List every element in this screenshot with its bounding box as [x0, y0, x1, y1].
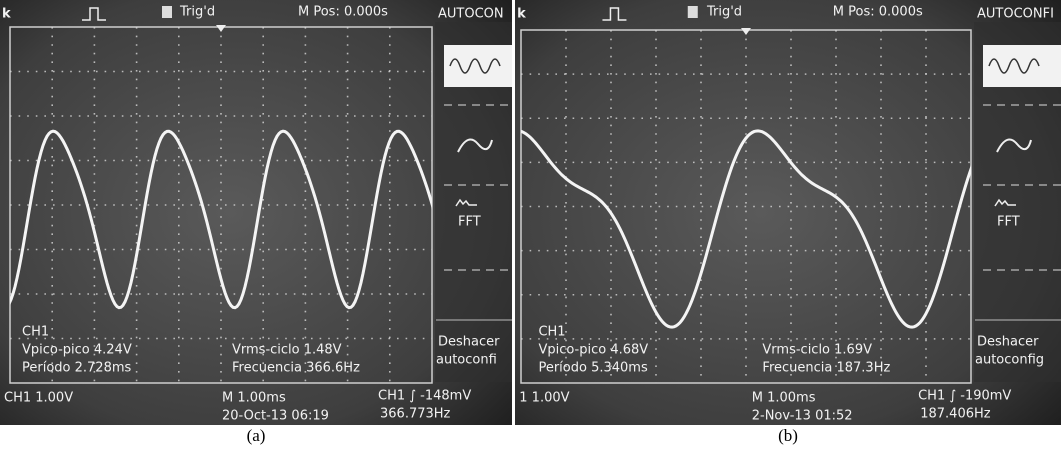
undo-line2: autoconfi — [436, 353, 497, 368]
trigger-level: CH1 ∫ -148mV — [378, 389, 471, 404]
vrms: Vrms-ciclo 1.48V — [232, 343, 342, 358]
menu-title: AUTOCON — [438, 7, 504, 22]
undo-line1: Deshacer — [438, 335, 500, 350]
oscilloscope-photo: k Trig'd M Pos: 0.000s AUTOCONFI FFT Deshacer… — [515, 0, 1061, 425]
position: M Pos: 0.000s — [833, 5, 923, 20]
date: 2-Nov-13 01:52 — [752, 409, 853, 424]
channel-scale: 1 1.00V — [519, 391, 569, 406]
vpp: Vpico-pico 4.24V — [22, 343, 132, 358]
caption: (a) — [247, 426, 266, 445]
timebase: M 1.00ms — [752, 391, 816, 406]
menu-button-selected — [444, 45, 512, 87]
channel-scale: CH1 1.00V — [4, 391, 73, 406]
trigger-icon — [602, 7, 627, 21]
status-box — [687, 6, 698, 18]
trigger-status: Trig'd — [706, 5, 742, 20]
trigger-marker — [741, 28, 751, 35]
date: 20-Oct-13 06:19 — [222, 409, 329, 424]
menu-button-selected — [983, 45, 1061, 87]
vpp: Vpico-pico 4.68V — [538, 343, 648, 358]
logo: k — [517, 7, 526, 22]
counter: 366.773Hz — [380, 407, 451, 422]
icon-wave — [988, 58, 1040, 74]
frequency: Frecuencia 187.3Hz — [762, 361, 890, 376]
status-box — [162, 6, 172, 18]
trigger-status: Trig'd — [179, 5, 215, 20]
vrms: Vrms-ciclo 1.69V — [762, 343, 872, 358]
trigger-level: CH1 ∫ -190mV — [918, 389, 1011, 404]
period: Período 5.340ms — [538, 361, 648, 376]
menu-title: AUTOCONFI — [977, 7, 1054, 22]
icon-sine — [996, 138, 1032, 153]
waveform — [10, 129, 432, 310]
screen-background — [515, 0, 1061, 425]
channel-label: CH1 — [22, 325, 49, 340]
trigger-icon — [82, 7, 106, 21]
undo-line1: Deshacer — [977, 335, 1039, 350]
timebase: M 1.00ms — [222, 391, 286, 406]
caption: (b) — [778, 426, 798, 445]
channel-label: CH1 — [538, 325, 565, 340]
frequency: Frecuencia 366.6Hz — [232, 361, 360, 376]
icon-wave — [449, 58, 501, 74]
icon-sine — [457, 138, 493, 153]
undo-line2: autoconfig — [975, 353, 1044, 368]
screen-background — [0, 0, 512, 425]
counter: 187.406Hz — [920, 407, 991, 422]
waveform — [521, 129, 971, 329]
logo: k — [2, 7, 11, 22]
icon-fft — [994, 198, 1016, 207]
fft-label: FFT — [997, 215, 1020, 230]
icon-fft — [455, 198, 477, 207]
period: Período 2.728ms — [22, 361, 132, 376]
position: M Pos: 0.000s — [298, 5, 388, 20]
trigger-marker — [216, 25, 226, 32]
fft-label: FFT — [458, 215, 481, 230]
oscilloscope-photo: k Trig'd M Pos: 0.000s AUTOCON FFT Deshacer au… — [0, 0, 512, 425]
